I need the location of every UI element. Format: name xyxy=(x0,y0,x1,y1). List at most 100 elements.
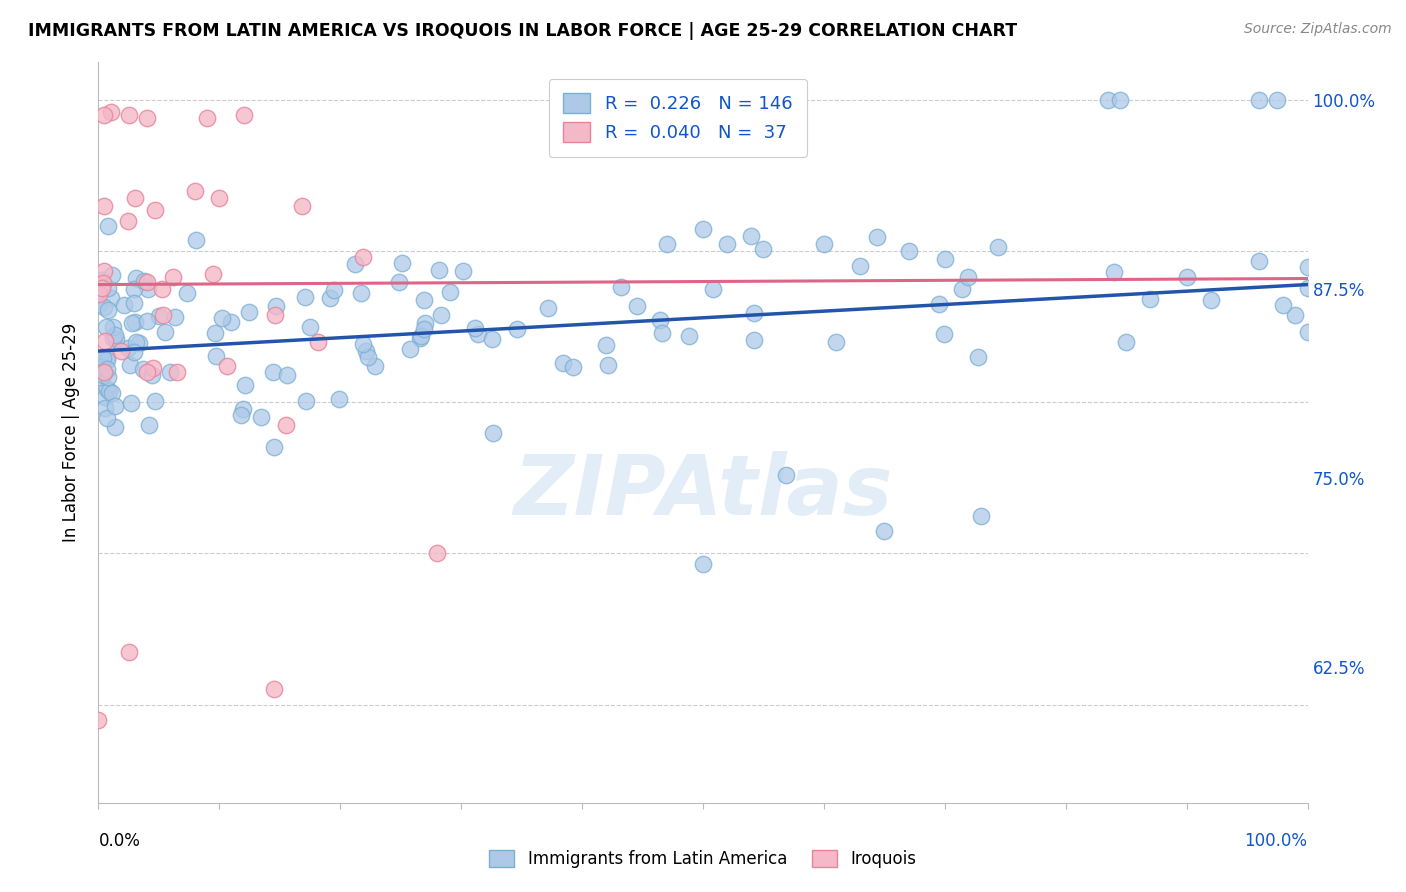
Point xyxy=(655,236,678,251)
Point xyxy=(101,268,124,282)
Point xyxy=(176,286,198,301)
Point xyxy=(357,351,380,365)
Point xyxy=(125,334,148,349)
Point xyxy=(1102,265,1125,279)
Point xyxy=(101,331,124,345)
Point xyxy=(124,191,146,205)
Point xyxy=(702,282,724,296)
Point xyxy=(319,291,342,305)
Point xyxy=(323,283,346,297)
Point xyxy=(970,508,993,523)
Point xyxy=(429,308,451,322)
Point xyxy=(152,308,174,322)
Point xyxy=(143,394,166,409)
Point xyxy=(121,316,143,330)
Point xyxy=(344,257,367,271)
Point xyxy=(626,300,648,314)
Point xyxy=(112,298,135,312)
Point xyxy=(138,418,160,433)
Point xyxy=(1296,325,1319,339)
Point xyxy=(482,425,505,440)
Point xyxy=(595,338,617,352)
Point xyxy=(1296,281,1319,295)
Point xyxy=(91,273,114,287)
Point xyxy=(96,362,118,376)
Point xyxy=(166,365,188,379)
Point xyxy=(648,313,671,327)
Point xyxy=(1109,93,1132,107)
Point xyxy=(128,336,150,351)
Point xyxy=(184,184,207,198)
Point xyxy=(439,285,461,299)
Point xyxy=(117,214,139,228)
Point xyxy=(186,233,208,247)
Point xyxy=(350,286,373,301)
Point xyxy=(409,331,432,345)
Point xyxy=(264,308,287,322)
Point xyxy=(298,319,321,334)
Text: IMMIGRANTS FROM LATIN AMERICA VS IROQUOIS IN LABOR FORCE | AGE 25-29 CORRELATION: IMMIGRANTS FROM LATIN AMERICA VS IROQUOI… xyxy=(28,22,1018,40)
Point xyxy=(742,305,765,319)
Text: 0.0%: 0.0% xyxy=(98,832,141,850)
Point xyxy=(219,315,242,329)
Text: 100.0%: 100.0% xyxy=(1244,832,1308,850)
Point xyxy=(1097,93,1119,107)
Point xyxy=(97,369,120,384)
Point xyxy=(295,394,318,409)
Point xyxy=(966,350,988,364)
Point xyxy=(928,296,950,310)
Point xyxy=(159,366,181,380)
Point xyxy=(90,281,112,295)
Point xyxy=(110,343,132,358)
Point xyxy=(354,343,377,358)
Point xyxy=(118,108,141,122)
Point xyxy=(1199,293,1222,307)
Point xyxy=(352,250,374,264)
Point xyxy=(413,293,436,307)
Point xyxy=(932,326,955,341)
Point xyxy=(125,270,148,285)
Legend: Immigrants from Latin America, Iroquois: Immigrants from Latin America, Iroquois xyxy=(482,843,924,875)
Point xyxy=(716,236,738,251)
Legend: R =  0.226   N = 146, R =  0.040   N =  37: R = 0.226 N = 146, R = 0.040 N = 37 xyxy=(548,78,807,157)
Point xyxy=(276,368,298,382)
Point xyxy=(91,351,114,366)
Point xyxy=(598,358,620,372)
Point xyxy=(141,368,163,383)
Point xyxy=(96,410,118,425)
Point xyxy=(162,270,184,285)
Point xyxy=(506,322,529,336)
Point xyxy=(413,322,436,336)
Point xyxy=(536,301,558,315)
Point xyxy=(100,105,122,120)
Point xyxy=(1296,260,1319,274)
Point xyxy=(104,328,127,343)
Point xyxy=(813,236,835,251)
Point xyxy=(1249,253,1271,268)
Point xyxy=(409,329,432,343)
Point xyxy=(825,335,848,350)
Point xyxy=(96,382,118,396)
Point xyxy=(751,242,773,256)
Point xyxy=(551,356,574,370)
Point xyxy=(481,332,503,346)
Point xyxy=(1267,93,1289,107)
Point xyxy=(307,334,329,349)
Point xyxy=(866,230,889,244)
Point xyxy=(118,358,141,372)
Point xyxy=(328,392,350,406)
Point xyxy=(274,418,297,433)
Point xyxy=(1272,298,1295,312)
Point xyxy=(388,275,411,289)
Y-axis label: In Labor Force | Age 25-29: In Labor Force | Age 25-29 xyxy=(62,323,80,542)
Text: Source: ZipAtlas.com: Source: ZipAtlas.com xyxy=(1244,22,1392,37)
Point xyxy=(427,262,450,277)
Point xyxy=(122,282,145,296)
Point xyxy=(897,244,920,259)
Point xyxy=(101,320,124,334)
Point xyxy=(231,408,253,422)
Point xyxy=(94,390,117,404)
Point xyxy=(148,309,170,323)
Point xyxy=(132,362,155,376)
Point xyxy=(464,321,486,335)
